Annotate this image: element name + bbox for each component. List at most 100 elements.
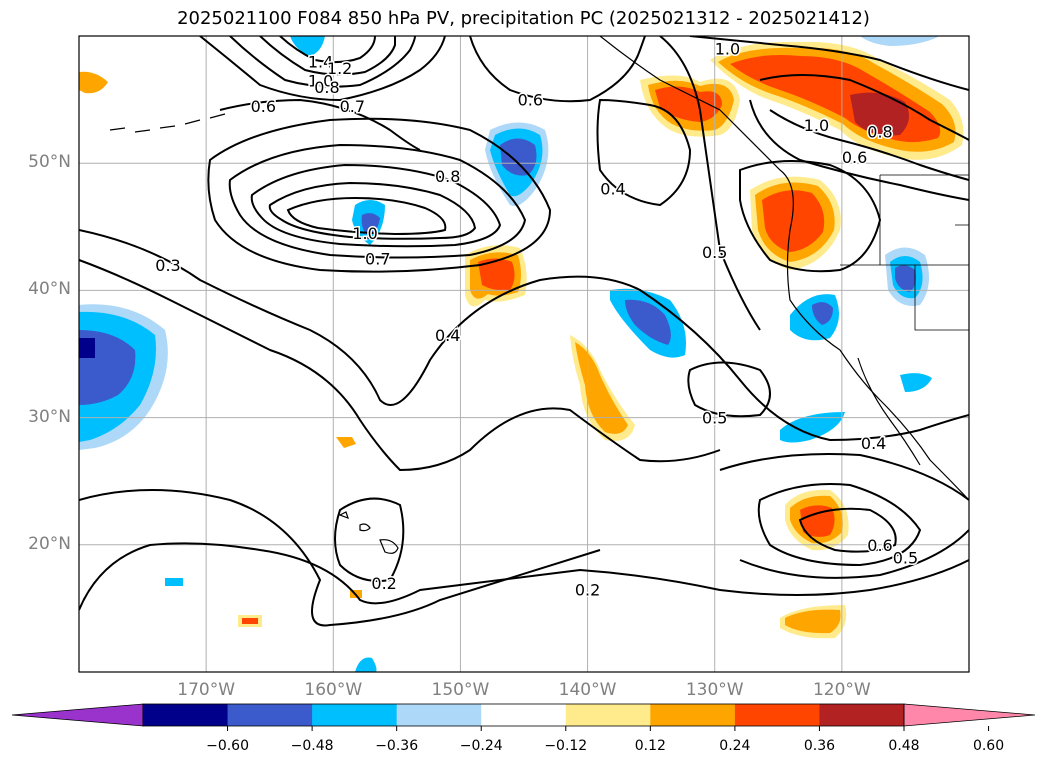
pv-contours	[79, 36, 969, 627]
pv-contour-line	[798, 507, 897, 553]
colorbar-tick-label: 0.36	[803, 738, 836, 754]
precip-positive-area	[478, 258, 515, 291]
state-borders	[840, 174, 969, 331]
contour-label: 1.2	[327, 59, 352, 78]
precip-positive-area	[800, 505, 835, 537]
colorbar-segment	[227, 704, 313, 726]
pv-contour-line	[687, 361, 771, 418]
map-title: 2025021100 F084 850 hPa PV, precipitatio…	[177, 8, 870, 29]
precip-positive-area	[336, 437, 356, 448]
precipitation-shading	[79, 36, 964, 672]
pv-contour-line	[79, 229, 969, 442]
precip-negative-area	[895, 265, 916, 292]
border-line	[840, 174, 969, 331]
precip-negative-area	[165, 578, 183, 586]
contour-label: 0.8	[867, 122, 892, 141]
pv-contour-line	[207, 117, 552, 273]
contour-label: 0.6	[251, 97, 276, 116]
pv-contour-line	[268, 181, 477, 240]
contour-label: 0.7	[340, 97, 365, 116]
pv-contour-line	[334, 497, 405, 582]
longitude-label: 150°W	[431, 680, 490, 700]
contour-label: 0.4	[435, 326, 460, 345]
precip-negative-area	[500, 138, 537, 176]
coastline	[857, 357, 921, 466]
precip-negative-area	[900, 373, 932, 392]
colorbar-tick-label: −0.48	[290, 738, 334, 754]
longitude-label: 170°W	[177, 680, 236, 700]
colorbar-segment	[650, 704, 736, 726]
pv-contour-line	[769, 109, 969, 181]
latitude-label: 50°N	[28, 152, 71, 173]
coastlines	[109, 36, 969, 554]
latitude-label: 40°N	[28, 279, 71, 300]
precip-negative-area	[355, 657, 377, 672]
contour-label: 0.5	[702, 243, 727, 262]
colorbar-segment	[143, 704, 229, 726]
pv-contour-line	[229, 36, 416, 88]
colorbar-segment	[312, 704, 398, 726]
precip-positive-area	[850, 92, 909, 136]
island	[338, 511, 349, 520]
contour-labels: 1.01.41.21.00.80.6 0.7 0.61.0 0.80.60.80.41…	[154, 38, 920, 601]
precip-negative-area	[79, 338, 95, 358]
coastline	[109, 113, 226, 133]
longitude-label: 160°W	[304, 680, 363, 700]
pv-contour-line	[250, 163, 502, 248]
contour-label: 0.8	[314, 78, 339, 97]
pv-contour-line	[279, 36, 376, 64]
contour-label: 0.6	[518, 91, 543, 110]
latitude-label: 30°N	[28, 406, 71, 427]
contour-label: 0.2	[371, 574, 396, 593]
precip-positive-area	[575, 342, 628, 434]
precip-positive-area	[655, 86, 722, 122]
coastline	[599, 36, 969, 501]
colorbar-tick-label: −0.60	[206, 738, 249, 754]
pv-contour-line	[719, 453, 969, 501]
pv-contour-line	[286, 196, 447, 236]
pv-contour-line	[759, 74, 969, 141]
contour-label: 0.8	[435, 167, 460, 186]
colorbar-segment	[481, 704, 567, 726]
pv-contour-line	[79, 489, 601, 627]
pv-contour-line	[689, 36, 969, 91]
precip-positive-area	[785, 609, 841, 634]
colorbar-segment	[819, 704, 905, 726]
contour-label: 0.4	[861, 434, 886, 453]
pv-contour-line	[739, 529, 969, 579]
pv-contour-line	[199, 36, 446, 102]
colorbar-tick-label: −0.36	[375, 738, 419, 754]
pv-contour-line	[219, 98, 421, 151]
contour-label: 1.0	[804, 116, 829, 135]
colorbar	[11, 703, 1036, 731]
contour-label: 1.0	[352, 224, 377, 243]
pv-contour-line	[739, 160, 882, 273]
precip-negative-area	[860, 36, 940, 46]
contour-label: 0.7	[365, 250, 390, 269]
contour-label: 0.5	[893, 549, 918, 568]
contour-label: 1.0	[715, 40, 740, 59]
precip-negative-area	[361, 213, 380, 236]
colorbar-tick-label: 0.24	[719, 738, 751, 754]
precip-negative-area	[625, 299, 671, 345]
longitude-label: 140°W	[558, 680, 617, 700]
island	[379, 539, 399, 554]
colorbar-frame	[142, 703, 905, 727]
contour-label: 0.2	[575, 580, 600, 599]
colorbar-extend-low	[11, 703, 144, 727]
precip-negative-area	[812, 302, 833, 325]
colorbar-tick-label: −0.24	[459, 738, 503, 754]
colorbar-tick-label: −0.12	[544, 738, 588, 754]
pv-contour-line	[659, 36, 761, 331]
colorbar-segment	[734, 704, 820, 726]
longitude-label: 120°W	[812, 680, 871, 700]
colorbar-extend-high	[903, 703, 1036, 727]
pv-contour-line	[79, 542, 969, 611]
pv-contour-line	[469, 36, 646, 103]
precip-negative-area	[780, 412, 845, 443]
pv-contour-line	[79, 259, 721, 472]
contour-label: 0.4	[600, 180, 625, 199]
longitude-label: 130°W	[685, 680, 744, 700]
contour-label: 0.3	[155, 256, 180, 275]
